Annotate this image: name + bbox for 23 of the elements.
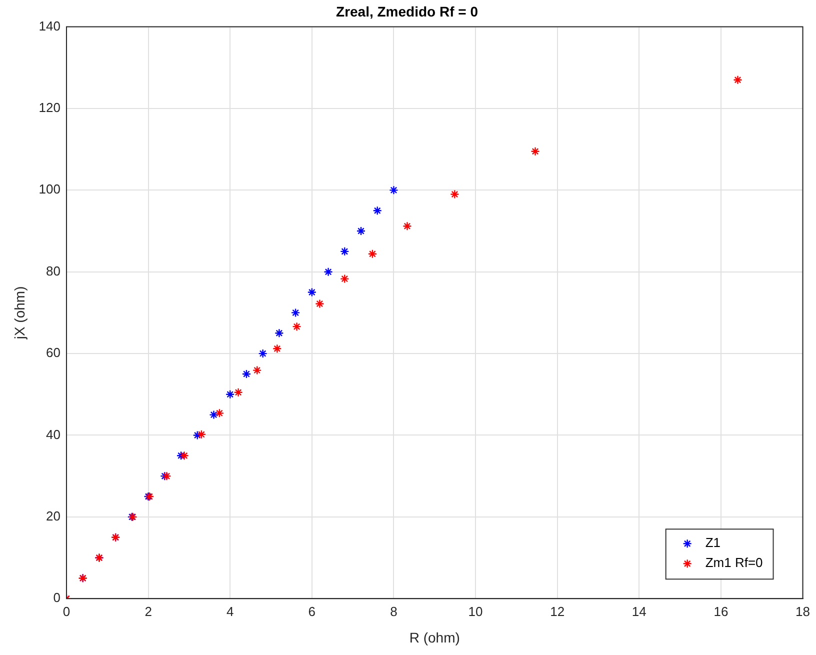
x-tick-label: 10: [468, 604, 483, 619]
x-tick-label: 12: [550, 604, 565, 619]
chart-title: Zreal, Zmedido Rf = 0: [336, 3, 478, 20]
y-tick-label: 40: [46, 426, 60, 442]
x-tick-label: 18: [796, 604, 810, 619]
x-tick-label: 14: [632, 604, 646, 619]
legend-label: Zm1 Rf=0: [705, 555, 763, 570]
y-tick-label: 100: [38, 182, 60, 197]
y-tick-label: 60: [46, 345, 60, 360]
y-tick-label: 120: [38, 100, 60, 116]
legend-label: Z1: [705, 535, 721, 550]
x-tick-label: 6: [308, 604, 316, 619]
x-tick-label: 0: [62, 604, 70, 619]
x-tick-label: 16: [714, 604, 728, 619]
x-tick-label: 2: [144, 604, 152, 619]
y-axis-title: jX (ohm): [11, 286, 28, 340]
x-tick-label: 4: [226, 604, 234, 619]
y-tick-label: 20: [46, 508, 60, 524]
x-tick-label: 8: [390, 604, 398, 619]
x-axis-title: R (ohm): [409, 629, 460, 646]
y-tick-label: 140: [38, 18, 60, 34]
y-tick-label: 0: [53, 590, 60, 606]
y-tick-label: 80: [46, 263, 60, 278]
